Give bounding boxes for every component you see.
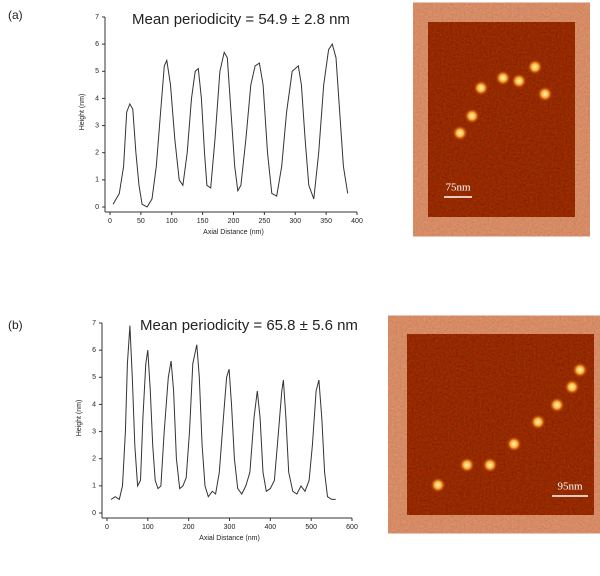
y-tick-label: 1 [95, 177, 99, 184]
x-tick-label: 150 [197, 218, 209, 225]
x-axis-label: Axial Distance (nm) [203, 229, 264, 236]
x-tick-label: 100 [142, 524, 154, 531]
x-tick-label: 600 [346, 524, 358, 531]
data-line [112, 42, 349, 208]
y-tick-label: 0 [92, 510, 96, 517]
panel-label: (a) [8, 8, 23, 22]
x-tick-label: 0 [105, 524, 109, 531]
y-tick-label: 5 [92, 374, 96, 381]
x-tick-label: 0 [108, 218, 112, 225]
x-tick-label: 400 [351, 218, 363, 225]
panel-label: (b) [8, 318, 23, 332]
y-tick-label: 2 [95, 150, 99, 157]
y-tick-label: 7 [95, 14, 99, 21]
x-tick-label: 300 [224, 524, 236, 531]
y-tick-label: 5 [95, 68, 99, 75]
y-tick-label: 6 [95, 41, 99, 48]
x-tick-label: 50 [137, 218, 145, 225]
x-tick-label: 250 [259, 218, 271, 225]
x-tick-label: 500 [305, 524, 317, 531]
data-line [110, 325, 336, 501]
x-tick-label: 300 [289, 218, 301, 225]
scale-bar-label: 75nm [445, 182, 471, 194]
y-tick-label: 2 [92, 456, 96, 463]
x-tick-label: 400 [264, 524, 276, 531]
x-tick-label: 200 [228, 218, 240, 225]
x-axis-label: Axial Distance (nm) [199, 535, 260, 542]
y-tick-label: 4 [95, 95, 99, 102]
x-tick-label: 200 [183, 524, 195, 531]
y-tick-label: 7 [92, 320, 96, 327]
image-a [428, 22, 575, 217]
y-tick-label: 6 [92, 347, 96, 354]
y-tick-label: 3 [92, 428, 96, 435]
y-axis-label: Height (nm) [76, 400, 83, 437]
x-tick-label: 100 [166, 218, 178, 225]
image-b [407, 334, 594, 515]
y-tick-label: 1 [92, 483, 96, 490]
y-tick-label: 4 [92, 401, 96, 408]
annotation: Mean periodicity = 65.8 ± 5.6 nm [140, 317, 358, 334]
y-axis-label: Height (nm) [79, 94, 86, 131]
y-tick-label: 0 [95, 204, 99, 211]
y-tick-label: 3 [95, 122, 99, 129]
x-tick-label: 350 [320, 218, 332, 225]
annotation: Mean periodicity = 54.9 ± 2.8 nm [132, 11, 350, 28]
scale-bar-label: 95nm [557, 481, 583, 493]
